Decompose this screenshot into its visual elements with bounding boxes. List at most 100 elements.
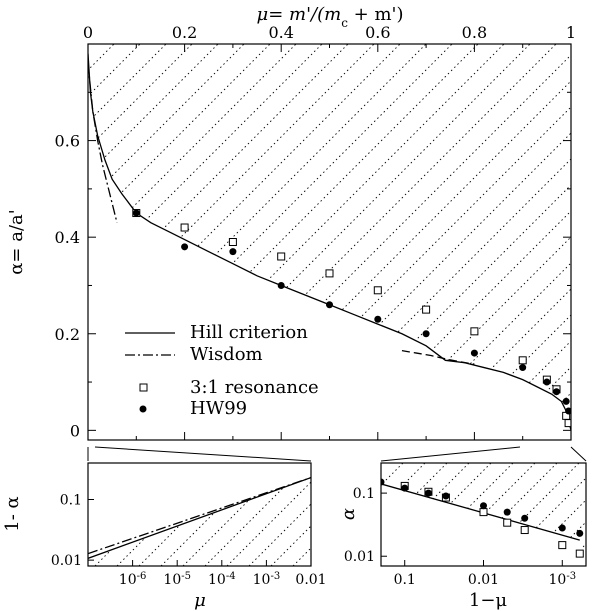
main-series-4-point-12 (565, 407, 571, 415)
main-hatch-line-14 (88, 44, 453, 409)
main-series-4-point-9 (543, 378, 551, 386)
main-hatch-line-16 (107, 44, 505, 440)
right-series-1-point-5 (520, 526, 529, 535)
inset-left-panel: 10-6 10-5 10-4 10-3 0.010.010.1 μ 1- α (2, 462, 327, 611)
main-series-3-point-6 (422, 305, 431, 314)
right-xtick-label-base-1: 0.01 (468, 572, 499, 588)
main-panel: 0 0.2 0.4 0.6 0.8 1 0 0.2 0.4 0.6 μ= m'/(mc + m')… (6, 4, 576, 441)
main-top-xlabel-sub: c (341, 16, 348, 30)
right-hatch-line-11 (519, 499, 586, 566)
main-series-4-point-6 (422, 330, 430, 338)
main-hatch (88, 44, 571, 440)
left-xtick-label-0: 10-6 (119, 571, 147, 589)
right-series (381, 478, 584, 558)
left-xtick-label-2: 10-4 (208, 571, 236, 589)
left-xtick-label-base-2: 10 (208, 572, 226, 588)
right-series-1-point-6 (558, 541, 567, 550)
right-hatch-mask (381, 483, 586, 566)
legend-swatch-3 (139, 405, 147, 413)
main-hatch-line-12 (88, 44, 401, 357)
right-series-2-point-8 (576, 529, 584, 537)
main-hatch-mask (88, 53, 571, 440)
right-series-2-point-5 (503, 508, 511, 516)
main-xtick-label-3: 0.6 (365, 23, 390, 42)
left-hatch-line-12 (248, 503, 311, 566)
legend-label-1: Wisdom (190, 344, 263, 365)
left-xlabel: μ (194, 590, 206, 611)
main-series (88, 53, 571, 431)
main-series-1-line (88, 63, 118, 223)
main-ytick-label-2: 0.4 (55, 228, 80, 247)
main-ytick-label-0: 0 (70, 421, 80, 440)
right-series-2-point-6 (521, 514, 529, 522)
left-ytick-label-0: 0.01 (51, 553, 82, 569)
zoom-connectors (87, 446, 587, 462)
main-hatch-line-26 (367, 236, 571, 440)
main-series-4-point-0 (132, 209, 140, 217)
main-series-2-line (401, 350, 475, 365)
left-xtick-label-base-4: 0.01 (295, 572, 326, 588)
main-hatch-line-22 (263, 132, 571, 440)
main-series-3-point-5 (373, 286, 382, 295)
left-xtick-label-3: 10-3 (253, 571, 281, 589)
main-ytick-label-1: 0.2 (55, 325, 80, 344)
left-hatch-line-10 (204, 463, 309, 566)
left-xtick-label-exp-0: -6 (137, 571, 147, 582)
main-series-3-point-7 (470, 327, 479, 336)
left-xtick-label-exp-2: -4 (226, 571, 236, 582)
right-hatch-line-10 (497, 477, 586, 566)
main-series-4-point-11 (562, 397, 570, 405)
left-xtick-label-4: 0.01 (295, 572, 326, 588)
left-hatch-line-11 (226, 481, 311, 566)
right-xlabel: 1−μ (469, 590, 508, 611)
inset-right-panel: 0.1 0.01 10-3 0.01 0.1 1−μ α (338, 462, 587, 611)
legend-label-2: 3:1 resonance (190, 377, 319, 398)
left-ylabel: 1- α (2, 496, 23, 531)
right-hatch (381, 463, 586, 566)
main-ytick-label-3: 0.6 (55, 132, 80, 151)
left-series (88, 476, 311, 559)
right-series-2-point-4 (480, 502, 487, 510)
zoom-connector-left-b (94, 446, 312, 462)
main-series-4-point-8 (519, 364, 527, 372)
left-xtick-label-base-1: 10 (163, 572, 181, 588)
main-xtick-label-1: 0.2 (172, 23, 197, 42)
main-hatch-line-25 (341, 210, 571, 440)
right-hatch-line-9 (475, 463, 580, 566)
main-series-4-point-1 (181, 243, 189, 251)
right-hatch-line-14 (585, 565, 586, 566)
main-xtick-label-5: 1 (566, 23, 576, 42)
left-xtick-label-exp-3: -3 (270, 571, 280, 582)
main-series-3-point-4 (325, 269, 334, 278)
left-hatch-line-9 (182, 463, 287, 566)
main-series-0-line (88, 53, 571, 431)
right-ylabel: α (338, 508, 359, 520)
main-series-3-point-12 (564, 419, 571, 428)
main-series-4-point-10 (553, 388, 561, 396)
main-series-3-point-3 (277, 252, 286, 261)
left-plot-frame (87, 462, 312, 567)
right-ytick-label-0: 0.01 (344, 549, 375, 565)
right-series-2-point-3 (442, 492, 450, 500)
main-hatch-line-17 (133, 44, 531, 440)
right-xtick-label-2: 10-3 (548, 571, 576, 589)
right-series-2-point-0 (381, 478, 385, 486)
left-hatch-mask (88, 463, 311, 559)
main-hatch-line-24 (315, 184, 571, 440)
right-series-1-point-7 (575, 549, 584, 558)
right-series-1-point-3 (479, 508, 488, 517)
legend-swatch-2 (139, 383, 148, 392)
zoom-connector-right-a (380, 446, 521, 462)
main-ylabel: α= a/a' (6, 209, 27, 274)
left-series-0-line (88, 476, 311, 559)
main-xtick-label-2: 0.4 (268, 23, 293, 42)
right-series-1-point-4 (503, 518, 512, 527)
legend-label-3: HW99 (190, 398, 247, 419)
main-series-3-point-2 (228, 238, 237, 246)
right-series-2-point-2 (424, 489, 432, 497)
main-hatch-line-21 (237, 106, 571, 440)
left-xtick-label-base-3: 10 (253, 572, 271, 588)
right-xtick-label-base-0: 0.1 (394, 572, 416, 588)
